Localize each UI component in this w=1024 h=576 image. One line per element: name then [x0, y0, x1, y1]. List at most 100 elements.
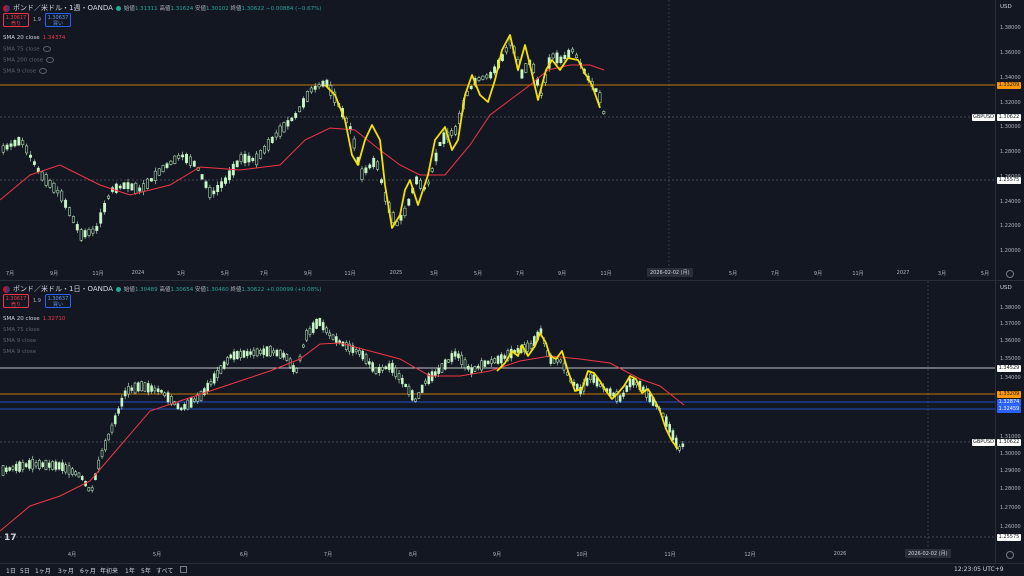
- last-price-tag: 1.30622: [997, 439, 1021, 446]
- dashed-line-price-tag: 1.25575: [997, 534, 1021, 541]
- indicator-sma20[interactable]: SMA 20 close 1.34374: [3, 35, 66, 41]
- candle-body: [266, 139, 270, 151]
- candle-body: [262, 348, 266, 355]
- candle-body: [179, 407, 183, 411]
- candle-body: [133, 382, 137, 394]
- time-tick-label: 7月: [5, 271, 15, 277]
- timeframe-button[interactable]: 年初来: [100, 568, 119, 575]
- eye-icon[interactable]: [46, 57, 55, 63]
- symbol-title[interactable]: ポンド／米ドル・1週・OANDA: [13, 4, 113, 12]
- candle-body: [467, 365, 470, 370]
- timeframe-button[interactable]: 5日: [20, 568, 30, 575]
- candle-body: [183, 404, 186, 410]
- daily-price-chart[interactable]: [0, 281, 1024, 563]
- sma20-line[interactable]: [0, 342, 685, 532]
- symbol-title[interactable]: ポンド／米ドル・1日・OANDA: [13, 285, 113, 293]
- daily-chart-pane[interactable]: ポンド／米ドル・1日・OANDA 始値1.30489 高値1.30654 安値1…: [0, 281, 1024, 563]
- indicator-sma9[interactable]: SMA 9 close: [3, 68, 48, 75]
- buy-button[interactable]: 1.30637 買い: [44, 13, 71, 27]
- candle-body: [391, 212, 395, 223]
- candle-body: [503, 355, 506, 359]
- candle-body: [44, 459, 48, 471]
- indicator-sma9-second[interactable]: SMA 9 close: [3, 349, 37, 355]
- candle-body: [219, 365, 223, 374]
- time-tick-label: 3月: [937, 271, 947, 277]
- candle-body: [18, 461, 21, 472]
- candle-body: [90, 487, 94, 491]
- candle-body: [130, 183, 134, 191]
- price-tick-label: 1.38000: [1000, 25, 1021, 31]
- candle-body: [486, 360, 490, 365]
- candle-body: [551, 53, 555, 59]
- candle-body: [434, 371, 437, 376]
- sell-button[interactable]: 1.30617 売り: [3, 294, 29, 308]
- candle-body: [54, 461, 58, 470]
- timeframe-button[interactable]: 1日: [6, 568, 16, 575]
- candle-body: [563, 54, 567, 60]
- timeframe-button[interactable]: 5年: [141, 568, 151, 575]
- timeframe-button[interactable]: 3ヶ月: [58, 568, 74, 575]
- eye-icon[interactable]: [42, 46, 51, 52]
- indicator-sma20[interactable]: SMA 20 close 1.32710: [3, 316, 66, 322]
- time-tick-label: 8月: [408, 552, 418, 558]
- candle-body: [249, 351, 252, 355]
- indicator-sma75[interactable]: SMA 75 close: [3, 327, 40, 333]
- eye-icon[interactable]: [39, 68, 48, 74]
- candle-body: [11, 466, 15, 470]
- tradingview-logo[interactable]: 17: [4, 533, 17, 543]
- candle-body: [282, 122, 286, 133]
- indicator-sma75[interactable]: SMA 75 close: [3, 46, 51, 53]
- indicator-sma200[interactable]: SMA 200 close: [3, 57, 55, 64]
- candle-body: [252, 349, 256, 356]
- hand-drawn-trend-line[interactable]: [496, 332, 679, 450]
- time-tick-label: 9月: [813, 271, 823, 277]
- settings-icon[interactable]: [1006, 270, 1014, 278]
- clock[interactable]: 12:23:05 UTC+9: [954, 566, 1004, 573]
- calendar-icon[interactable]: [180, 566, 187, 573]
- candle-body: [165, 163, 169, 168]
- indicator-sma9[interactable]: SMA 9 close: [3, 338, 37, 344]
- timeframe-button[interactable]: 6ヶ月: [80, 568, 96, 575]
- candle-body: [206, 382, 209, 392]
- candle-body: [186, 399, 190, 410]
- time-tick-label: 11月: [852, 271, 864, 277]
- sell-button[interactable]: 1.30617 売り: [3, 13, 29, 27]
- candle-body: [555, 52, 559, 64]
- candle-body: [199, 391, 203, 401]
- candle-body: [399, 214, 403, 221]
- settings-icon[interactable]: [1006, 551, 1014, 559]
- candle-body: [286, 120, 290, 127]
- candle-body: [305, 91, 309, 102]
- candle-body: [352, 138, 356, 149]
- candle-body: [678, 446, 681, 451]
- candle-body: [443, 359, 447, 370]
- candle-body: [156, 388, 160, 393]
- candle-body: [308, 328, 312, 335]
- ohlc-readout: 始値1.30489 高値1.30654 安値1.30460 終値1.30622 …: [123, 287, 322, 293]
- timeframe-button[interactable]: 1年: [125, 568, 135, 575]
- candle-body: [612, 392, 615, 397]
- candle-body: [476, 365, 480, 369]
- candle-body: [302, 98, 305, 108]
- candle-body: [376, 161, 380, 170]
- weekly-chart-pane[interactable]: ポンド／米ドル・1週・OANDA 始値1.31311 高値1.31624 安値1…: [0, 0, 1024, 281]
- candle-body: [153, 170, 157, 181]
- hand-drawn-trend-line[interactable]: [324, 34, 601, 229]
- sma20-line[interactable]: [0, 64, 605, 201]
- price-tick-label: 1.37000: [1000, 321, 1021, 327]
- candle-body: [138, 187, 142, 192]
- candle-body: [67, 465, 71, 475]
- buy-button[interactable]: 1.30637 買い: [44, 294, 71, 308]
- candle-body: [36, 167, 40, 173]
- candle-body: [146, 383, 150, 393]
- candle-body: [200, 174, 204, 180]
- weekly-price-chart[interactable]: [0, 0, 1024, 280]
- candle-body: [387, 363, 391, 370]
- timeframe-button[interactable]: 1ヶ月: [35, 568, 51, 575]
- candle-body: [137, 382, 140, 392]
- candle-body: [434, 152, 438, 162]
- candle-body: [142, 183, 146, 192]
- candle-body: [567, 49, 571, 58]
- timeframe-button[interactable]: すべて: [156, 568, 174, 575]
- candle-body: [450, 130, 454, 136]
